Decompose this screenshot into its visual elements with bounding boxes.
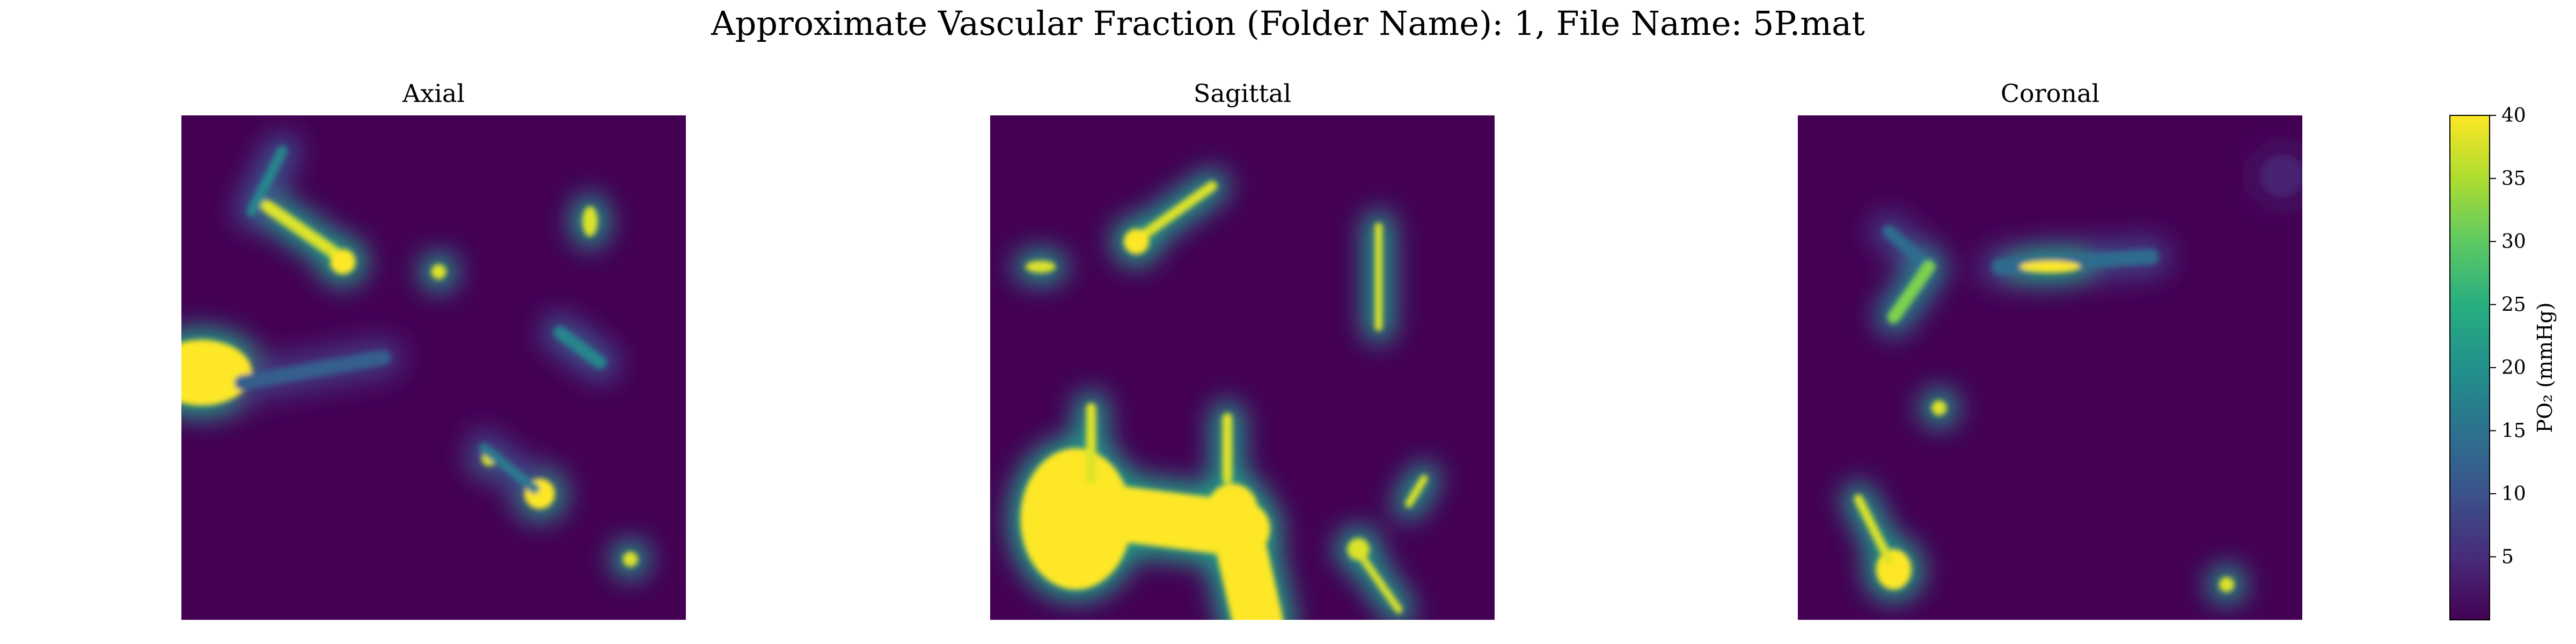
heat-blob — [1854, 494, 1893, 564]
panel-coronal: Coronal — [1798, 79, 2302, 620]
heat-blob — [1882, 225, 1936, 273]
panel-title: Axial — [402, 79, 465, 108]
colorbar-gradient — [2449, 115, 2490, 620]
heat-blob — [261, 200, 339, 258]
heat-blob — [2019, 260, 2081, 273]
heat-blob — [1405, 474, 1428, 508]
panel-sagittal: Sagittal — [990, 79, 1495, 620]
heat-blob — [2262, 156, 2302, 196]
heat-blob — [582, 206, 598, 237]
heat-blob — [2219, 577, 2235, 592]
colorbar-tick-label: 20 — [2501, 357, 2526, 379]
heat-blob — [1207, 484, 1283, 620]
heat-blob — [234, 350, 391, 391]
heat-blob — [1876, 549, 1912, 590]
colorbar-tick-label: 15 — [2501, 420, 2526, 442]
colorbar-tick-label: 5 — [2501, 546, 2514, 568]
panel-title: Coronal — [2001, 79, 2099, 108]
heat-blob — [623, 552, 638, 567]
heat-blob — [1347, 538, 1370, 561]
colorbar-tick-label: 25 — [2501, 294, 2526, 316]
panel-title: Sagittal — [1194, 79, 1291, 108]
colorbar-tick-label: 30 — [2501, 231, 2526, 253]
colorbar: 5 10 15 20 25 30 35 40 PO₂ (mmHg) — [2449, 105, 2557, 620]
colorbar-tick-label: 10 — [2501, 483, 2526, 505]
colorbar-tick-label: 40 — [2501, 105, 2526, 127]
heat-blob — [553, 326, 606, 369]
heat-blob — [1136, 181, 1218, 242]
heat-blob — [1025, 260, 1056, 273]
panel-axial: Axial — [181, 79, 686, 620]
heat-blob — [181, 340, 252, 406]
colorbar-label: PO₂ (mmHg) — [2533, 302, 2557, 433]
heat-blob — [1359, 555, 1403, 614]
heat-blob — [1931, 400, 1947, 416]
colorbar-tick-label: 35 — [2501, 168, 2526, 190]
heat-blob — [479, 443, 540, 494]
heat-blob — [247, 145, 288, 217]
heat-blob — [330, 249, 356, 275]
heat-blob — [1887, 260, 1936, 324]
heat-blob — [1124, 229, 1150, 254]
heat-blob — [431, 264, 447, 280]
figure-title: Approximate Vascular Fraction (Folder Na… — [711, 4, 1865, 43]
